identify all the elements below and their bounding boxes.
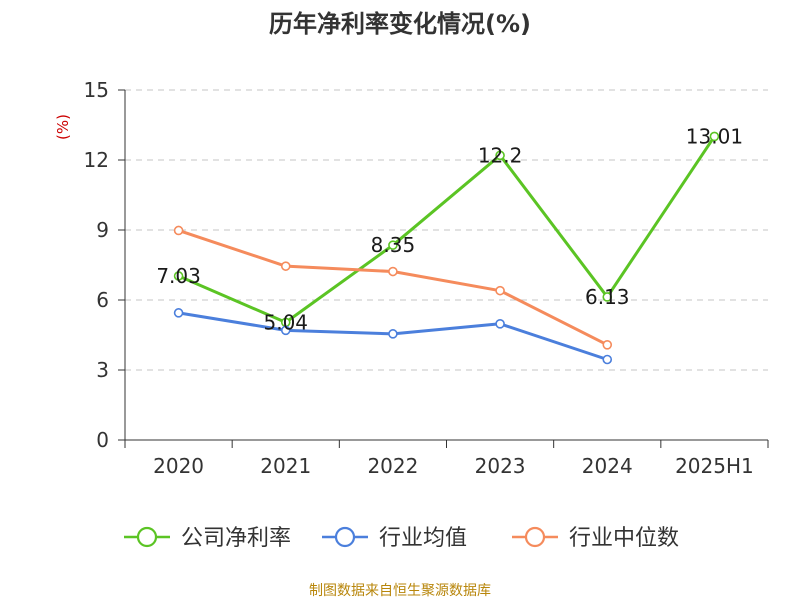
data-point[interactable] <box>602 339 613 350</box>
y-tick-label: 9 <box>96 218 109 242</box>
series-lines <box>173 131 720 365</box>
legend-swatch-marker <box>334 526 356 548</box>
data-point[interactable] <box>280 261 291 271</box>
data-point[interactable] <box>280 325 291 336</box>
legend-label: 公司净利率 <box>181 526 291 551</box>
series-line-0[interactable] <box>177 134 716 324</box>
data-point[interactable] <box>388 240 398 250</box>
data-label: 6.13 <box>585 285 630 309</box>
x-tick-label: 2024 <box>582 454 633 478</box>
data-label: 12.2 <box>478 143 523 167</box>
data-label: 8.35 <box>371 233 416 257</box>
legend-swatch-marker <box>136 526 158 548</box>
y-tick-label: 15 <box>84 78 109 102</box>
y-tick-label: 12 <box>84 148 109 172</box>
y-tick-label: 6 <box>96 288 109 312</box>
legend[interactable]: 公司净利率 行业均值 行业中位数 <box>124 526 679 551</box>
source-note: 制图数据来自恒生聚源数据库 <box>309 583 491 599</box>
legend-item-2[interactable]: 行业中位数 <box>512 526 679 551</box>
legend-item-0[interactable]: 公司净利率 <box>124 526 291 551</box>
chart-title: 历年净利率变化情况(%) <box>269 10 531 38</box>
legend-label: 行业均值 <box>379 526 467 551</box>
data-point[interactable] <box>173 271 184 281</box>
data-point[interactable] <box>495 150 505 161</box>
data-point[interactable] <box>495 285 505 296</box>
x-tick-label: 2025H1 <box>675 454 754 478</box>
y-tick-label: 3 <box>96 358 109 382</box>
data-point[interactable] <box>388 266 398 277</box>
y-axis-unit-label: (%) <box>54 114 72 140</box>
data-labels: 7.03 5.04 8.35 12.2 6.13 13.01 <box>156 124 743 334</box>
data-label: 5.04 <box>263 310 308 334</box>
data-label: 7.03 <box>156 264 201 288</box>
x-tick-label: 2023 <box>475 454 526 478</box>
legend-label: 行业中位数 <box>569 526 679 551</box>
data-label: 13.01 <box>686 124 743 148</box>
x-tick-label: 2021 <box>260 454 311 478</box>
data-point[interactable] <box>709 131 720 142</box>
legend-item-1[interactable]: 行业均值 <box>322 526 467 551</box>
y-tick-label: 0 <box>96 428 109 452</box>
x-tick-label: 2022 <box>367 454 418 478</box>
x-tick-label: 2020 <box>153 454 204 478</box>
data-point[interactable] <box>173 225 184 236</box>
data-point[interactable] <box>173 308 184 318</box>
data-point[interactable] <box>602 292 613 302</box>
data-point[interactable] <box>388 329 398 339</box>
data-point[interactable] <box>602 354 613 365</box>
grid-lines <box>125 89 768 371</box>
legend-swatch-marker <box>524 526 546 548</box>
data-point[interactable] <box>495 318 505 329</box>
axes: 0 3 6 9 12 15 2020 2021 2022 2023 2024 2025H1 <box>84 78 769 478</box>
